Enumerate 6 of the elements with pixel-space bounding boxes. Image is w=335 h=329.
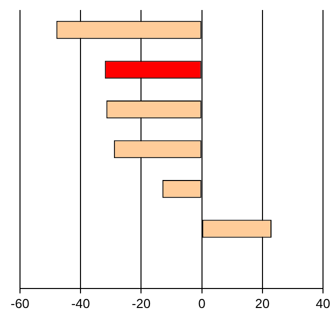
x-tick-label: -40 [71,296,90,311]
x-tick-label: -20 [132,296,151,311]
x-tick-label: 20 [255,296,270,311]
x-tick-label: 0 [198,296,206,311]
x-tick-label: -60 [10,296,30,311]
x-tick-label: 40 [316,296,330,311]
